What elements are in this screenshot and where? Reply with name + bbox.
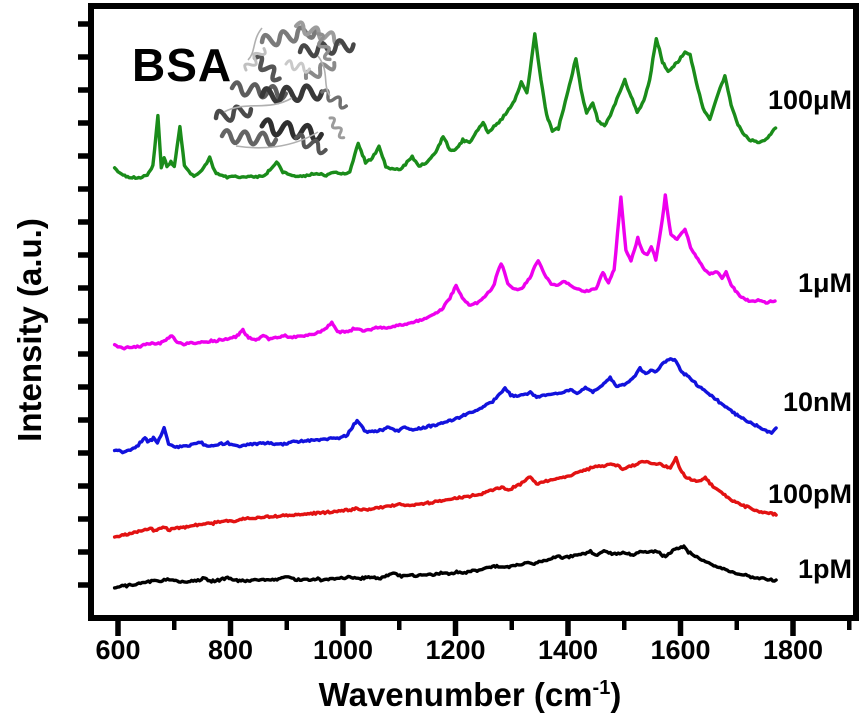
x-axis-title-text: Wavenumber (cm <box>318 676 593 713</box>
series-label-100pM: 100pM <box>768 479 852 509</box>
plot-frame <box>88 3 859 621</box>
protein-loop-strand <box>235 131 319 149</box>
x-tick-label-800: 800 <box>208 635 253 665</box>
protein-helix-coil <box>294 132 328 156</box>
x-tick-label-1200: 1200 <box>425 635 485 665</box>
spectrum-curve-100uM <box>112 32 778 180</box>
spectrum-curve-1uM <box>112 193 777 351</box>
protein-helix-coil <box>219 128 279 148</box>
protein-loop-strand <box>317 55 331 97</box>
protein-helix-coil <box>284 59 311 74</box>
spectrum-curve-1pM <box>112 544 778 590</box>
protein-helix-coil <box>328 116 346 140</box>
x-tick-label-600: 600 <box>95 635 140 665</box>
series-label-10nM: 10nM <box>783 387 852 417</box>
x-tick-label-1600: 1600 <box>650 635 710 665</box>
series-label-1uM: 1μM <box>798 268 852 298</box>
protein-loop-strand <box>223 97 293 113</box>
protein-helix-coil <box>243 47 267 72</box>
protein-loop-strand <box>247 27 263 61</box>
bsa-protein-ribbon-structure <box>213 20 356 156</box>
x-tick-label-1000: 1000 <box>313 635 373 665</box>
series-label-1pM: 1pM <box>798 554 852 584</box>
protein-helix-coil <box>320 88 348 110</box>
x-tick-label-1800: 1800 <box>763 635 823 665</box>
protein-helix-coil <box>229 80 288 102</box>
x-axis-title-superscript: -1 <box>592 677 611 699</box>
x-axis-title-close: ) <box>610 676 622 713</box>
spectrum-curve-100pM <box>112 455 778 539</box>
protein-helix-coil <box>259 117 324 144</box>
x-axis-title: Wavenumber (cm-1) <box>240 676 700 714</box>
inset-title-bsa: BSA <box>132 39 233 91</box>
protein-helix-coil <box>316 32 332 62</box>
y-axis-title: Intensity (a.u.) <box>11 218 48 442</box>
spectrum-curve-10nM <box>112 357 778 455</box>
protein-helix-coil <box>259 25 318 48</box>
series-label-100uM: 100μM <box>768 85 852 115</box>
protein-helix-coil <box>259 83 325 105</box>
protein-helix-coil <box>252 54 282 83</box>
protein-helix-coil <box>213 104 254 123</box>
x-tick-label-1400: 1400 <box>538 635 598 665</box>
